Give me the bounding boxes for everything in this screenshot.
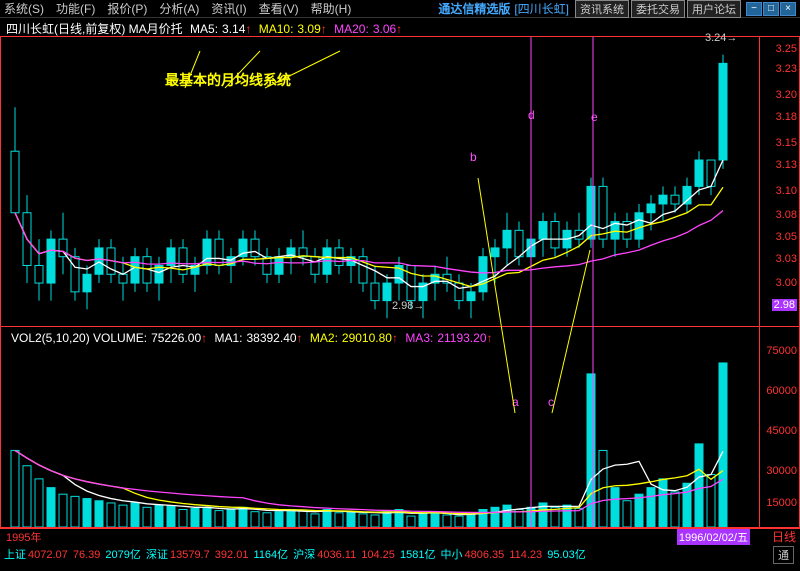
wave-label: b (470, 150, 477, 164)
btn-info[interactable]: 资讯系统 (575, 0, 629, 18)
menubar: 系统(S) 功能(F) 报价(P) 分析(A) 资讯(I) 查看(V) 帮助(H… (0, 0, 800, 18)
btn-trade[interactable]: 委托交易 (631, 0, 685, 18)
timeline: 1995年 1996/02/02/五 日线 (0, 528, 800, 544)
vol-scale: 7500060000450003000015000 (759, 327, 799, 527)
menu-sys[interactable]: 系统(S) (4, 0, 44, 17)
vol-canvas (1, 327, 759, 527)
wave-label: a (512, 395, 519, 409)
price-indicator-line: 四川长虹(日线,前复权) MA月价托 MA5:3.14 MA10:3.09 MA… (0, 18, 800, 36)
chart-area: 3.253.233.203.183.153.133.103.083.053.03… (0, 36, 800, 528)
price-scale: 3.253.233.203.183.153.133.103.083.053.03… (759, 37, 799, 326)
maximize-button[interactable]: □ (763, 2, 779, 16)
vol-indicator-line: VOL2(5,10,20) VOLUME:75226.00 MA1:38392.… (5, 329, 503, 347)
volume-chart[interactable]: 7500060000450003000015000 (1, 327, 799, 527)
menu-analysis[interactable]: 分析(A) (159, 0, 199, 17)
menu-func[interactable]: 功能(F) (56, 0, 95, 17)
wave-label: c (548, 395, 554, 409)
app-title: 通达信精选版 (438, 0, 510, 17)
status-conn[interactable]: 通 (773, 546, 794, 564)
price-chart[interactable]: 3.253.233.203.183.153.133.103.083.053.03… (1, 37, 799, 327)
annotation-main: 最基本的月均线系统 (165, 70, 291, 90)
minimize-button[interactable]: − (746, 2, 762, 16)
menu-news[interactable]: 资讯(I) (211, 0, 246, 17)
status-bar: 上证4072.07 76.39 2079亿 深证13579.7 392.01 1… (0, 544, 800, 562)
btn-forum[interactable]: 用户论坛 (687, 0, 741, 18)
wave-label: d (528, 108, 535, 122)
stock-name-top: [四川长虹] (514, 0, 569, 17)
current-date: 1996/02/02/五 (677, 529, 750, 545)
price-mark: 2.98→ (392, 300, 424, 312)
menu-help[interactable]: 帮助(H) (311, 0, 352, 17)
menu-view[interactable]: 查看(V) (259, 0, 299, 17)
price-mark: 3.24→ (705, 32, 737, 44)
close-button[interactable]: × (780, 2, 796, 16)
wave-label: e (591, 110, 598, 124)
price-canvas (1, 37, 759, 327)
menu-quote[interactable]: 报价(P) (107, 0, 147, 17)
